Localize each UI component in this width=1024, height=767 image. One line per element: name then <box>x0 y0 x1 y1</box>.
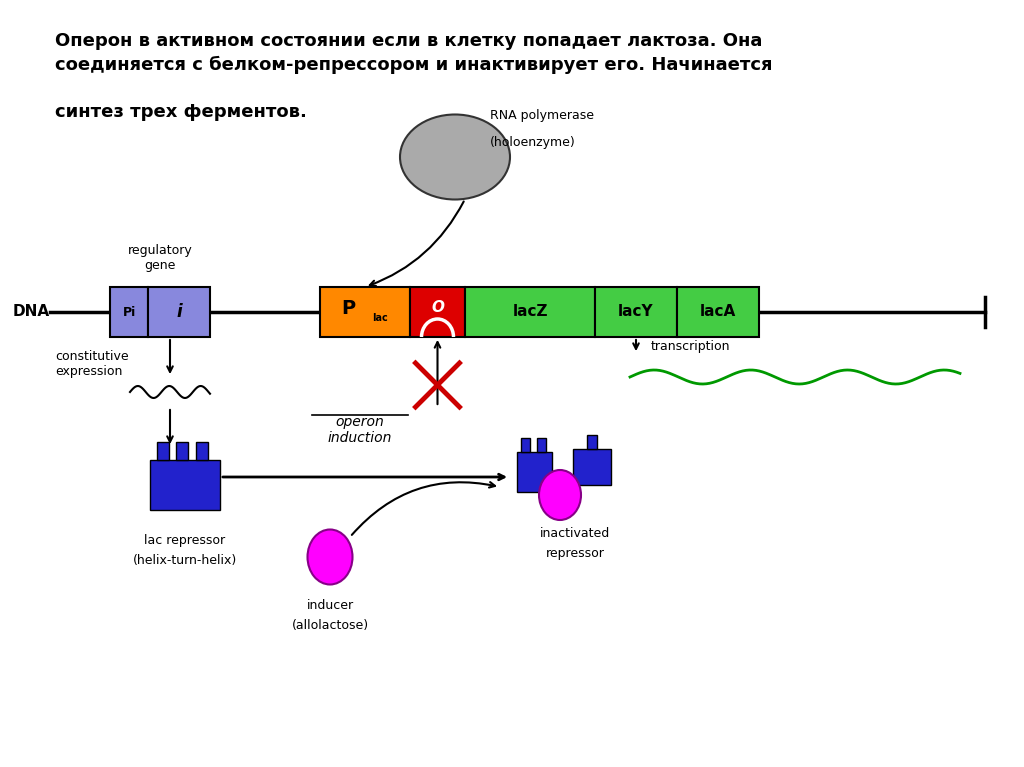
Text: P: P <box>341 298 355 318</box>
FancyBboxPatch shape <box>573 449 611 485</box>
FancyBboxPatch shape <box>465 287 595 337</box>
Text: constitutive
expression: constitutive expression <box>55 350 129 378</box>
FancyBboxPatch shape <box>595 287 677 337</box>
FancyBboxPatch shape <box>176 442 188 460</box>
FancyBboxPatch shape <box>587 435 597 449</box>
Ellipse shape <box>400 114 510 199</box>
FancyBboxPatch shape <box>410 287 465 337</box>
Text: lacA: lacA <box>699 304 736 320</box>
FancyBboxPatch shape <box>196 442 208 460</box>
Text: inactivated: inactivated <box>540 527 610 540</box>
FancyBboxPatch shape <box>677 287 759 337</box>
FancyBboxPatch shape <box>517 452 552 492</box>
Text: i: i <box>176 303 182 321</box>
Text: (holoenzyme): (holoenzyme) <box>490 136 575 149</box>
FancyBboxPatch shape <box>537 438 546 452</box>
Text: operon
induction: operon induction <box>328 415 392 445</box>
FancyBboxPatch shape <box>319 287 410 337</box>
Text: RNA polymerase: RNA polymerase <box>490 109 594 122</box>
FancyBboxPatch shape <box>148 287 210 337</box>
Text: DNA: DNA <box>13 304 50 320</box>
FancyBboxPatch shape <box>157 442 169 460</box>
Text: transcription: transcription <box>651 340 730 353</box>
Text: lac repressor: lac repressor <box>144 534 225 547</box>
Text: (allolactose): (allolactose) <box>292 619 369 632</box>
Ellipse shape <box>539 470 581 520</box>
Text: Оперон в активном состоянии если в клетку попадает лактоза. Она
соединяется с бе: Оперон в активном состоянии если в клетк… <box>55 32 772 121</box>
Text: Pi: Pi <box>123 305 135 318</box>
Text: lacY: lacY <box>618 304 653 320</box>
Text: (helix-turn-helix): (helix-turn-helix) <box>133 554 238 567</box>
Text: inducer: inducer <box>306 599 353 612</box>
Ellipse shape <box>307 529 352 584</box>
Text: lacZ: lacZ <box>512 304 548 320</box>
FancyBboxPatch shape <box>150 460 220 510</box>
Text: repressor: repressor <box>546 547 604 560</box>
Text: regulatory
gene: regulatory gene <box>128 244 193 272</box>
FancyBboxPatch shape <box>110 287 148 337</box>
FancyBboxPatch shape <box>521 438 530 452</box>
Text: lac: lac <box>372 313 388 323</box>
Text: O: O <box>431 301 444 315</box>
